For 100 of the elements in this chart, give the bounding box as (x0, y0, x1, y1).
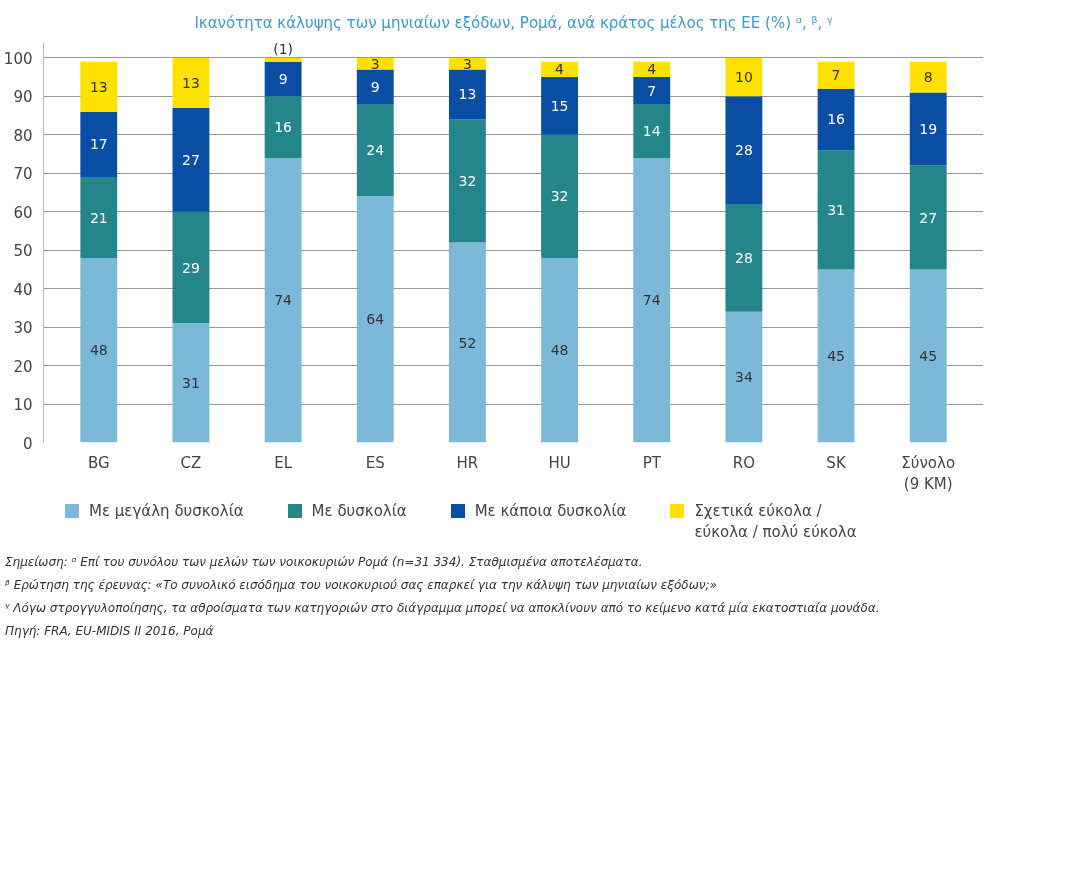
bar (448, 242, 486, 443)
data-label: 74 (274, 292, 293, 309)
text: Σημείωση: ᵅ Επί του συνόλου των μελών των νοικοκυριών Ρομά (n=31 334). Σταθμισμένα αποτελέσματα. (5, 553, 644, 571)
data-label: 3 (370, 55, 380, 72)
text: ᵝ Ερώτηση της έρευνας: «Το συνολικό εισόδημα του νοικοκυριού σας επαρκεί για την κάλυψη των μηνιαίων εξόδων;» (5, 577, 718, 594)
bar (448, 119, 486, 243)
text: ᵞ Λόγω στρογγυλοποίησης, τα αθροίσματα των κατηγοριών στο διάγραμμα μπορεί να αποκλίνουν από το κείμενο κατά μία εκατοστιαία μονάδα. (5, 600, 881, 618)
bar (725, 204, 763, 312)
bar (909, 165, 947, 270)
y-tick-label: 30 (13, 319, 33, 338)
data-label: 52 (458, 334, 477, 351)
x-tick-label: ES (365, 453, 385, 472)
bar (356, 104, 394, 197)
bar (817, 61, 855, 89)
data-label: 32 (458, 172, 477, 189)
data-label: 19 (919, 121, 938, 138)
bar (817, 150, 855, 270)
y-tick-label: 40 (13, 280, 33, 299)
data-label: 29 (182, 259, 200, 276)
bar (725, 96, 763, 205)
bar (356, 69, 394, 105)
bar (264, 96, 302, 158)
bar (909, 92, 947, 166)
bar (264, 61, 302, 97)
data-label: 4 (647, 61, 657, 78)
x-tick-label: BG (87, 453, 110, 472)
text: Πηγή: FRA, EU-MIDIS II 2016, Ρομά (5, 623, 215, 641)
bar (909, 269, 947, 443)
x-tick-label: Σύνολο (9 ΚΜ) (901, 453, 956, 494)
legend-label: Σχετικά εύκολα / εύκολα / πολύ εύκολα (694, 501, 857, 544)
data-label: 14 (642, 122, 661, 139)
data-label: 4 (555, 61, 565, 78)
bar (725, 57, 763, 97)
y-tick-label: 90 (13, 88, 33, 107)
data-label: 7 (647, 82, 657, 99)
data-label: 45 (827, 347, 845, 364)
x-tick-label: RO (732, 453, 756, 472)
bar (541, 257, 579, 443)
data-label: 13 (458, 86, 477, 103)
bar (80, 257, 118, 443)
bar (80, 61, 118, 112)
bar (448, 69, 486, 120)
data-label: 16 (274, 119, 293, 136)
data-label: 34 (734, 369, 753, 386)
data-label: 9 (370, 78, 380, 95)
bar (817, 269, 855, 443)
chart-title: Ικανότητα κάλυψης των μηνιαίων εξόδων, Ρομά, ανά κράτος μέλος της ΕΕ (%) ᵅ, ᵝ, ᵞ (194, 13, 833, 32)
data-label: 13 (182, 74, 200, 91)
x-tick-label: EL (274, 453, 293, 472)
data-label: 9 (278, 71, 288, 88)
bar (633, 77, 671, 105)
data-label: 21 (89, 209, 108, 226)
data-label: 31 (827, 201, 845, 218)
data-label: 7 (831, 67, 841, 84)
y-tick-label: 0 (22, 434, 33, 453)
data-label: 45 (919, 347, 938, 364)
bar (633, 157, 671, 443)
data-label: 3 (462, 55, 472, 72)
legend-label: Με κάποια δυσκολία (474, 501, 627, 522)
data-label: 31 (182, 374, 200, 391)
data-label: 28 (734, 249, 753, 266)
data-label: 48 (550, 342, 569, 359)
bar (817, 88, 855, 151)
data-label: 10 (734, 69, 753, 86)
bar (172, 323, 210, 443)
bar (356, 196, 394, 443)
x-tick-label: HR (456, 453, 479, 472)
bar (80, 111, 118, 178)
data-label: (1) (273, 40, 294, 57)
data-label: 16 (827, 111, 846, 128)
data-label: 24 (366, 142, 385, 159)
y-tick-label: 70 (13, 165, 33, 184)
bar (264, 157, 302, 443)
data-label: 27 (919, 209, 938, 226)
data-label: 64 (366, 311, 385, 328)
data-label: 15 (550, 97, 569, 114)
data-label: 28 (734, 142, 753, 159)
bar (633, 104, 671, 158)
bar (172, 107, 210, 212)
data-label: 48 (89, 342, 108, 359)
data-label: 32 (550, 188, 569, 205)
x-tick-label: CZ (180, 453, 202, 472)
bar (80, 177, 118, 258)
y-tick-label: 80 (13, 126, 33, 145)
bar (541, 77, 579, 135)
x-tick-label: HU (548, 453, 571, 472)
y-tick-label: 100 (3, 49, 33, 68)
bar (541, 134, 579, 258)
bar (172, 211, 210, 324)
y-tick-label: 50 (13, 242, 33, 261)
data-label: 8 (923, 69, 933, 86)
y-tick-label: 10 (13, 396, 33, 415)
data-label: 27 (182, 151, 200, 168)
bar (172, 57, 210, 108)
legend-label: Με δυσκολία (311, 501, 407, 522)
y-tick-label: 20 (13, 357, 33, 376)
data-label: 17 (89, 136, 108, 153)
x-tick-label: PT (642, 453, 662, 472)
bar (725, 311, 763, 443)
y-tick-label: 60 (13, 203, 33, 222)
